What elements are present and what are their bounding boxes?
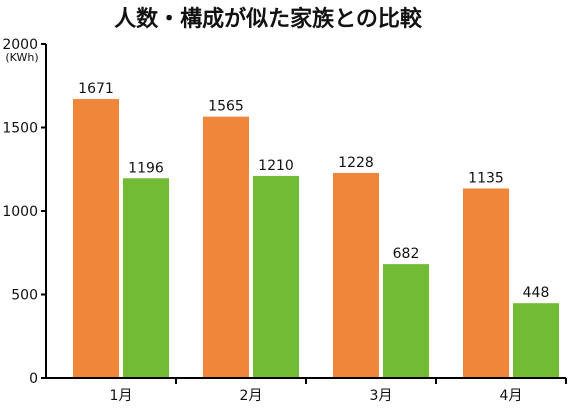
bar-series1-3 xyxy=(463,188,509,378)
category-label-0: 1月 xyxy=(110,388,133,404)
bar-series1-0 xyxy=(73,98,119,379)
y-tick-label: 500 xyxy=(11,288,38,304)
data-label-series2-1: 1210 xyxy=(258,158,294,174)
category-label-2: 3月 xyxy=(370,388,393,404)
bar-series2-3 xyxy=(513,303,559,378)
y-tick-label: 1000 xyxy=(2,204,38,220)
bars-group xyxy=(73,98,559,379)
data-label-series1-3: 1135 xyxy=(468,170,504,186)
bar-series2-2 xyxy=(383,264,429,378)
category-label-1: 2月 xyxy=(240,388,263,404)
data-label-series2-2: 682 xyxy=(393,246,420,262)
bar-series1-1 xyxy=(203,116,249,379)
x-axis xyxy=(46,377,567,384)
data-label-series1-0: 1671 xyxy=(78,81,114,97)
bar-series1-2 xyxy=(333,172,379,378)
bar-series2-1 xyxy=(253,175,299,378)
data-label-series1-1: 1565 xyxy=(208,99,244,115)
data-label-series2-0: 1196 xyxy=(128,160,164,176)
data-label-series2-3: 448 xyxy=(523,285,550,301)
chart-title: 人数・構成が似た家族との比較 xyxy=(114,6,423,32)
category-label-3: 4月 xyxy=(500,388,523,404)
y-tick-label: 1500 xyxy=(2,121,38,137)
data-labels-group: 1671 1196 1565 1210 1228 682 1135 448 xyxy=(78,81,549,301)
bar-series2-0 xyxy=(123,178,169,378)
y-axis: 0 500 1000 1500 2000 xyxy=(2,37,47,387)
y-axis-unit-label: (KWh) xyxy=(5,51,38,64)
category-labels-group: 1月 2月 3月 4月 xyxy=(110,388,523,404)
y-tick-label: 0 xyxy=(29,371,38,387)
y-tick-label: 2000 xyxy=(2,37,38,53)
data-label-series1-2: 1228 xyxy=(338,155,374,171)
